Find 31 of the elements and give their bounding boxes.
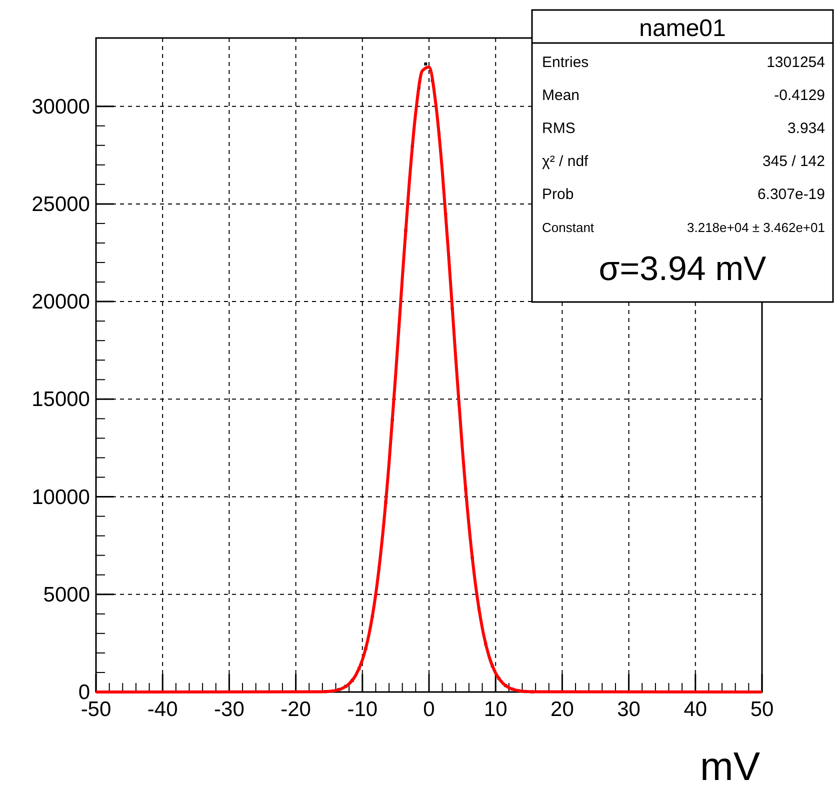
text: 345 / 142 bbox=[762, 153, 825, 170]
annotation: Mean bbox=[542, 87, 580, 104]
x-tick-label: 20 bbox=[550, 698, 574, 721]
annotation: Constant bbox=[542, 220, 594, 235]
y-tick-label: 30000 bbox=[32, 95, 90, 118]
y-tick-label: 10000 bbox=[32, 486, 90, 509]
y-tick-label: 20000 bbox=[32, 290, 90, 314]
annotation: χ² / ndf bbox=[542, 153, 590, 170]
text: -0.4129 bbox=[774, 87, 825, 104]
y-tick-label: 25000 bbox=[32, 192, 90, 216]
text: 1301254 bbox=[766, 54, 825, 71]
text: 3.934 bbox=[787, 120, 825, 137]
x-tick-label: 0 bbox=[423, 698, 435, 721]
x-tick-label: 30 bbox=[617, 698, 640, 721]
x-tick-label: -20 bbox=[280, 698, 311, 721]
annotation: 3.218e+04 ± 3.462e+01 bbox=[687, 220, 825, 235]
x-tick-label: 10 bbox=[484, 698, 508, 721]
x-axis-title: mV bbox=[700, 745, 760, 786]
x-tick-label: 40 bbox=[684, 698, 708, 721]
x-tick-label: -30 bbox=[214, 698, 244, 721]
chart-title: name01 bbox=[639, 15, 726, 42]
y-tick-label: 5000 bbox=[43, 583, 90, 606]
x-tick-label: -10 bbox=[347, 698, 378, 721]
annotation: σ=3.94 mV bbox=[598, 250, 767, 288]
x-tick-label: 50 bbox=[750, 698, 774, 721]
annotation: Prob bbox=[542, 186, 574, 203]
annotation: 6.307e-19 bbox=[757, 186, 825, 203]
annotation: Entries bbox=[542, 54, 589, 71]
y-tick-label: 15000 bbox=[32, 388, 90, 412]
x-tick-label: -40 bbox=[147, 698, 178, 721]
annotation: RMS bbox=[542, 120, 576, 137]
